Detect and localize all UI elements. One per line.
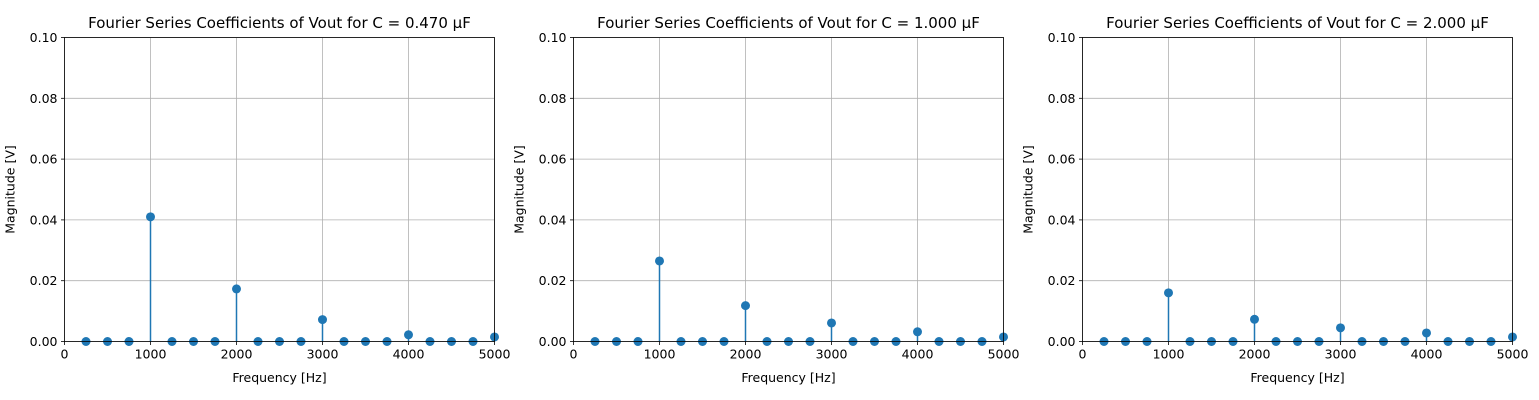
x-tick-label: 0	[1079, 347, 1087, 362]
y-tick-label: 0.08	[539, 91, 567, 106]
y-axis-label: Magnitude [V]	[1021, 145, 1036, 234]
stem-marker	[827, 318, 836, 328]
stem-marker	[741, 301, 750, 311]
x-tick-label: 1000	[1153, 347, 1185, 362]
stem-marker	[146, 212, 155, 222]
chart-title: Fourier Series Coefficients of Vout for …	[597, 14, 980, 32]
y-tick-label: 0.04	[539, 212, 567, 227]
y-tick-label: 0.08	[30, 91, 58, 106]
axes-frame	[573, 37, 1004, 342]
x-tick-label: 1000	[135, 347, 167, 362]
x-axis-label: Frequency [Hz]	[741, 370, 835, 385]
x-axis-label: Frequency [Hz]	[1250, 370, 1344, 385]
x-tick-label: 5000	[988, 347, 1020, 362]
x-tick-label: 3000	[816, 347, 848, 362]
y-tick-label: 0.10	[1048, 30, 1076, 45]
y-tick-label: 0.02	[1048, 273, 1076, 288]
stem-marker	[1422, 328, 1431, 338]
x-tick-label: 2000	[730, 347, 762, 362]
x-tick-label: 2000	[1239, 347, 1271, 362]
y-tick-label: 0.06	[30, 152, 58, 167]
y-tick-label: 0.04	[1048, 212, 1076, 227]
x-axis-label: Frequency [Hz]	[232, 370, 326, 385]
chart-panel-2: 0 1000 2000 3000 4000 5000 0.00 0.02 0.04 0.06 0.0…	[512, 14, 1020, 385]
y-tick-label: 0.10	[30, 30, 58, 45]
x-tick-label: 2000	[221, 347, 253, 362]
x-tick-label: 0	[61, 347, 69, 362]
chart-panel-3: 0 1000 2000 3000 4000 5000 0.00 0.02 0.04 0.06 0.0…	[1021, 14, 1529, 385]
stem-marker	[318, 315, 327, 325]
y-tick-label: 0.00	[539, 334, 567, 349]
chart-title: Fourier Series Coefficients of Vout for …	[1106, 14, 1489, 32]
y-tick-label: 0.06	[1048, 152, 1076, 167]
stem-marker	[1164, 288, 1173, 298]
y-axis-label: Magnitude [V]	[3, 145, 18, 234]
x-tick-label: 4000	[393, 347, 425, 362]
y-tick-label: 0.02	[30, 273, 58, 288]
chart-panel-1: 0 1000 2000 3000 4000 5000 0.00 0.02 0.04 0.06 0.0…	[3, 14, 511, 385]
y-tick-label: 0.04	[30, 212, 58, 227]
y-tick-label: 0.02	[539, 273, 567, 288]
x-tick-label: 3000	[1325, 347, 1357, 362]
x-tick-label: 5000	[1497, 347, 1529, 362]
chart-title: Fourier Series Coefficients of Vout for …	[88, 14, 471, 32]
stem-marker	[655, 256, 664, 266]
y-tick-label: 0.10	[539, 30, 567, 45]
x-tick-label: 3000	[307, 347, 339, 362]
x-tick-label: 0	[570, 347, 578, 362]
stem-marker	[1336, 323, 1345, 333]
stem-marker	[232, 284, 241, 294]
y-axis-label: Magnitude [V]	[512, 145, 527, 234]
y-tick-label: 0.00	[30, 334, 58, 349]
y-tick-label: 0.06	[539, 152, 567, 167]
stem-marker	[404, 330, 413, 340]
y-tick-label: 0.00	[1048, 334, 1076, 349]
stem-marker	[913, 327, 922, 337]
x-tick-label: 4000	[1411, 347, 1443, 362]
x-tick-label: 4000	[902, 347, 934, 362]
stem-marker	[1250, 314, 1259, 324]
y-tick-label: 0.08	[1048, 91, 1076, 106]
x-tick-label: 5000	[479, 347, 511, 362]
axes-frame	[1082, 37, 1513, 342]
x-tick-label: 1000	[644, 347, 676, 362]
axes-frame	[64, 37, 495, 342]
